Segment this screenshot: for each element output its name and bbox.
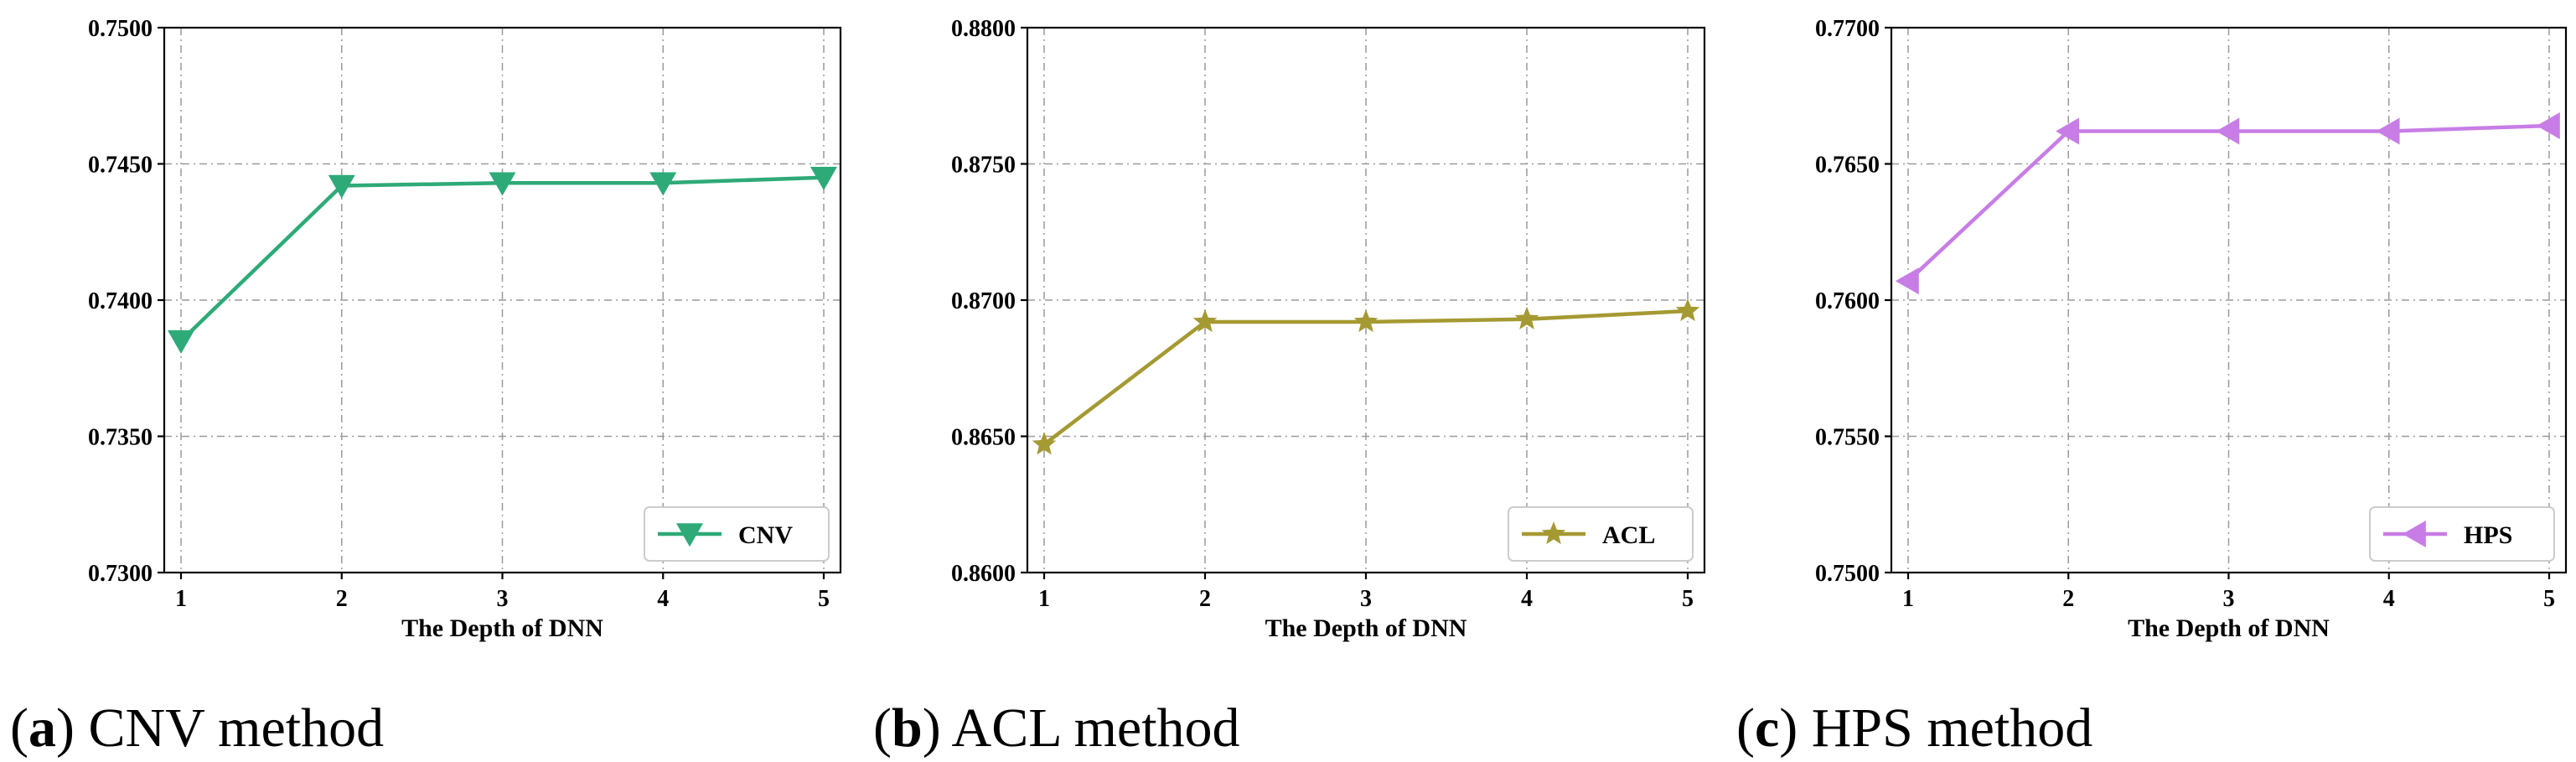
y-tick-label: 0.7300 <box>88 561 153 587</box>
x-tick-label: 5 <box>818 586 830 612</box>
legend-label: HPS <box>2464 521 2512 549</box>
y-tick-label: 0.8650 <box>951 425 1016 451</box>
y-tick-label: 0.8800 <box>951 16 1016 42</box>
y-tick-label: 0.7650 <box>1815 153 1880 179</box>
legend-label: CNV <box>738 521 793 549</box>
data-point <box>1192 309 1218 333</box>
figure-caption: (c) HPS method <box>1736 697 2092 759</box>
figure-caption: (a) CNV method <box>10 697 384 759</box>
x-tick-label: 1 <box>1902 586 1914 612</box>
x-tick-label: 3 <box>497 586 509 612</box>
data-point <box>2376 117 2400 145</box>
data-point <box>1675 298 1700 322</box>
chart-panel-b: 0.8600 0.8650 0.8700 0.8750 0.8800 1 2 3 4 5 The D… <box>873 16 1706 759</box>
y-tick-label: 0.7700 <box>1815 16 1880 42</box>
y-tick-label: 0.7600 <box>1815 288 1880 314</box>
data-point <box>2536 112 2560 139</box>
legend-box <box>644 506 830 562</box>
y-tick-label: 0.7350 <box>88 425 153 451</box>
legend-box <box>2369 506 2555 562</box>
data-point <box>328 174 355 199</box>
legend-marker <box>676 523 703 547</box>
chart-panel-c: 0.7500 0.7550 0.7600 0.7650 0.7700 1 2 3 4 5 The D… <box>1736 16 2568 759</box>
x-tick-label: 3 <box>2223 586 2235 612</box>
figure-caption: (b) ACL method <box>873 697 1240 759</box>
y-tick-label: 0.7400 <box>88 288 153 314</box>
y-tick-label: 0.8750 <box>951 153 1016 179</box>
legend-marker <box>1541 521 1566 545</box>
x-tick-label: 4 <box>1521 586 1533 612</box>
data-point <box>649 172 677 196</box>
data-point <box>1514 306 1539 329</box>
data-point <box>168 329 194 354</box>
chart-panel-a: 0.7300 0.7350 0.7400 0.7450 0.7500 1 2 3 4 5 The D… <box>10 16 842 759</box>
x-tick-label: 5 <box>2543 586 2555 612</box>
x-tick-label: 4 <box>2383 586 2395 612</box>
x-tick-label: 2 <box>336 586 348 612</box>
x-tick-label: 5 <box>1682 586 1694 612</box>
data-point <box>1032 432 1057 455</box>
x-axis-label: The Depth of DNN <box>2128 614 2330 642</box>
x-tick-label: 4 <box>657 586 669 612</box>
data-point <box>810 166 837 190</box>
y-tick-label: 0.7450 <box>88 153 153 179</box>
y-tick-label: 0.8700 <box>951 288 1016 314</box>
y-tick-label: 0.7500 <box>88 16 153 42</box>
y-tick-label: 0.8600 <box>951 561 1016 587</box>
x-axis-label: The Depth of DNN <box>1265 614 1467 642</box>
x-tick-label: 2 <box>1199 586 1211 612</box>
y-tick-label: 0.7500 <box>1815 561 1880 587</box>
x-axis-label: The Depth of DNN <box>401 614 603 642</box>
legend-marker <box>2402 521 2426 547</box>
y-tick-label: 0.7550 <box>1815 425 1880 451</box>
x-tick-label: 2 <box>2062 586 2074 612</box>
data-point <box>1895 267 1919 295</box>
data-point <box>2056 117 2080 145</box>
x-tick-label: 3 <box>1360 586 1372 612</box>
legend-label: ACL <box>1602 521 1655 549</box>
legend-box <box>1508 506 1694 562</box>
data-point <box>2216 117 2240 145</box>
data-point <box>1353 309 1379 333</box>
data-point <box>489 172 516 196</box>
x-tick-label: 1 <box>1038 586 1050 612</box>
x-tick-label: 1 <box>175 586 187 612</box>
